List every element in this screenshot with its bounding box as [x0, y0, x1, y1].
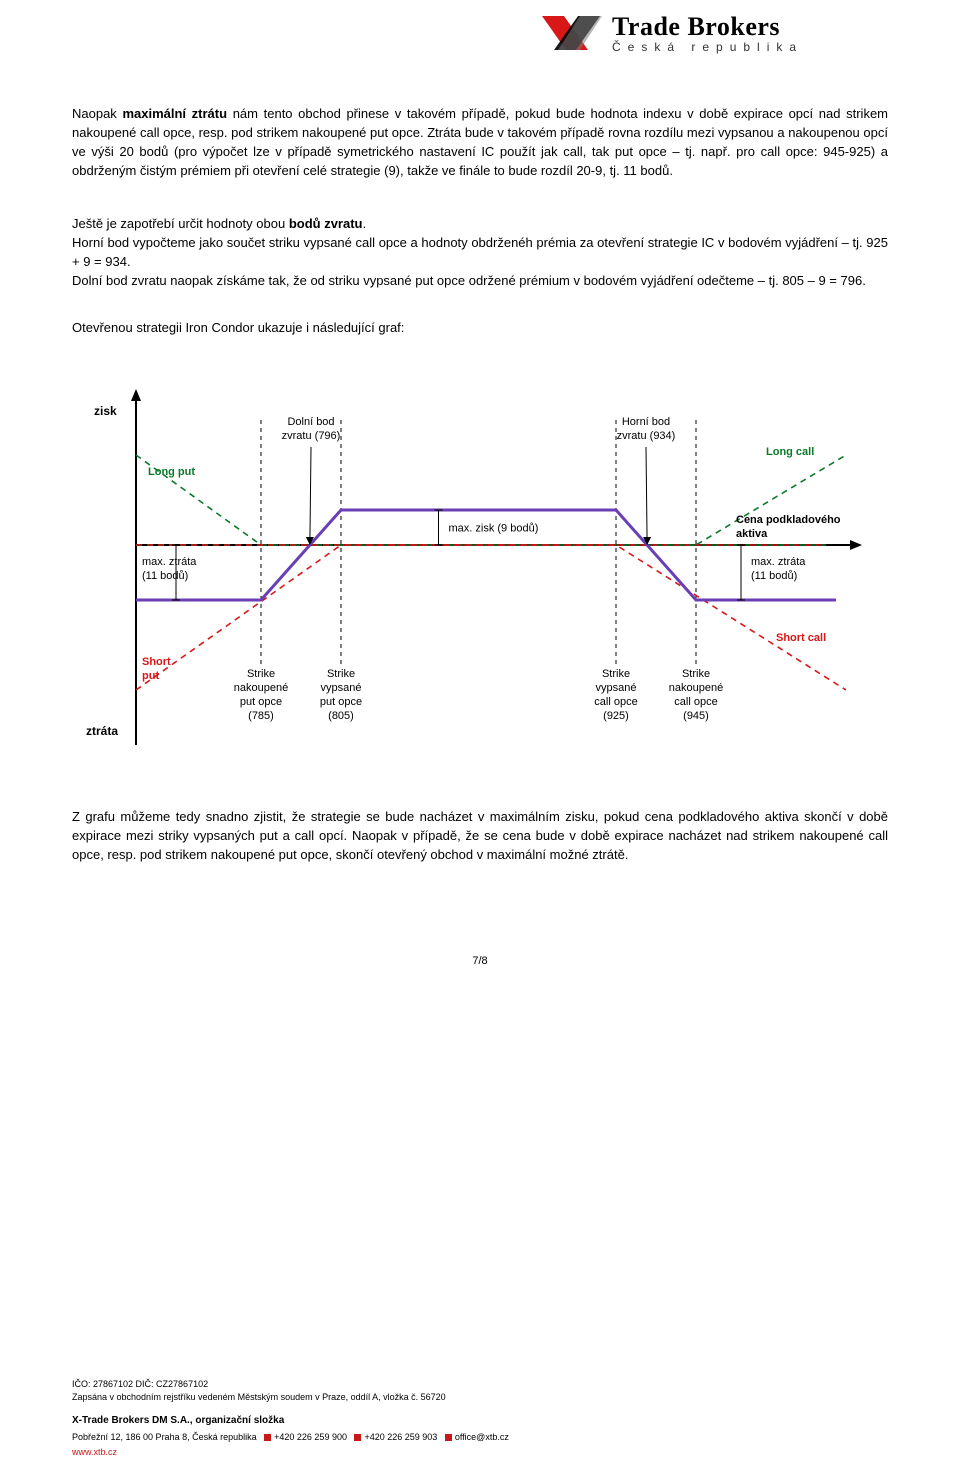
- footer-addr: Pobřežní 12, 186 00 Praha 8, Česká repub…: [72, 1432, 257, 1442]
- paragraph-breakeven: Ještě je zapotřebí určit hodnoty obou bo…: [72, 196, 888, 290]
- footer-fax: +420 226 259 903: [364, 1432, 437, 1442]
- bullet-icon: [445, 1434, 452, 1441]
- svg-text:ztráta: ztráta: [86, 724, 118, 738]
- footer-ico: IČO: 27867102 DIČ: CZ27867102: [72, 1378, 888, 1391]
- svg-text:Strikenakoupenéput opce(785): Strikenakoupenéput opce(785): [234, 668, 288, 722]
- footer-email: office@xtb.cz: [455, 1432, 509, 1442]
- p2-bold: bodů zvratu: [289, 216, 363, 231]
- logo-text: Trade Brokers Česká republika: [612, 12, 803, 54]
- svg-text:Horní bodzvratu (934): Horní bodzvratu (934): [617, 416, 676, 442]
- p1-lead: Naopak: [72, 106, 122, 121]
- iron-condor-chart: ziskztrátaLong putLong callShortputShort…: [66, 355, 888, 778]
- footer-reg: Zapsána v obchodním rejstříku vedeném Mě…: [72, 1391, 888, 1404]
- bullet-icon: [354, 1434, 361, 1441]
- bullet-icon: [264, 1434, 271, 1441]
- page-footer: IČO: 27867102 DIČ: CZ27867102 Zapsána v …: [72, 1378, 888, 1459]
- svg-text:zisk: zisk: [94, 404, 117, 418]
- footer-contact: Pobřežní 12, 186 00 Praha 8, Česká repub…: [72, 1431, 888, 1444]
- svg-text:Dolní bodzvratu (796): Dolní bodzvratu (796): [282, 416, 341, 442]
- svg-text:Long call: Long call: [766, 446, 814, 458]
- svg-text:Strikenakoupenécall opce(945): Strikenakoupenécall opce(945): [669, 668, 723, 722]
- svg-text:Long put: Long put: [148, 466, 195, 478]
- page-number: 7/8: [72, 955, 888, 967]
- page-content: Naopak maximální ztrátu nám tento obchod…: [0, 0, 960, 967]
- p2-lead: Ještě je zapotřebí určit hodnoty obou: [72, 216, 289, 231]
- footer-tel: +420 226 259 900: [274, 1432, 347, 1442]
- svg-text:Cena podkladovéhoaktiva: Cena podkladovéhoaktiva: [736, 514, 841, 540]
- brand-main: Trade Brokers: [612, 12, 803, 42]
- svg-text:Strikevypsanécall opce(925): Strikevypsanécall opce(925): [594, 668, 637, 722]
- footer-company: X-Trade Brokers DM S.A., organizační slo…: [72, 1414, 888, 1429]
- brand-sub: Česká republika: [612, 40, 803, 54]
- footer-url: www.xtb.cz: [72, 1446, 888, 1459]
- chart-caption: Otevřenou strategii Iron Condor ukazuje …: [72, 319, 888, 338]
- paragraph-conclusion: Z grafu můžeme tedy snadno zjistit, že s…: [72, 808, 888, 865]
- svg-text:max. ztráta(11 bodů): max. ztráta(11 bodů): [142, 556, 197, 582]
- svg-text:max. ztráta(11 bodů): max. ztráta(11 bodů): [751, 556, 806, 582]
- logo-x-icon: [542, 12, 604, 54]
- svg-text:max. zisk (9 bodů): max. zisk (9 bodů): [449, 523, 539, 535]
- svg-text:Short call: Short call: [776, 632, 826, 644]
- header-logo: Trade Brokers Česká republika: [542, 12, 902, 54]
- p1-bold: maximální ztrátu: [122, 106, 227, 121]
- svg-text:Strikevypsanéput opce(805): Strikevypsanéput opce(805): [320, 668, 362, 722]
- paragraph-max-loss: Naopak maximální ztrátu nám tento obchod…: [72, 105, 888, 180]
